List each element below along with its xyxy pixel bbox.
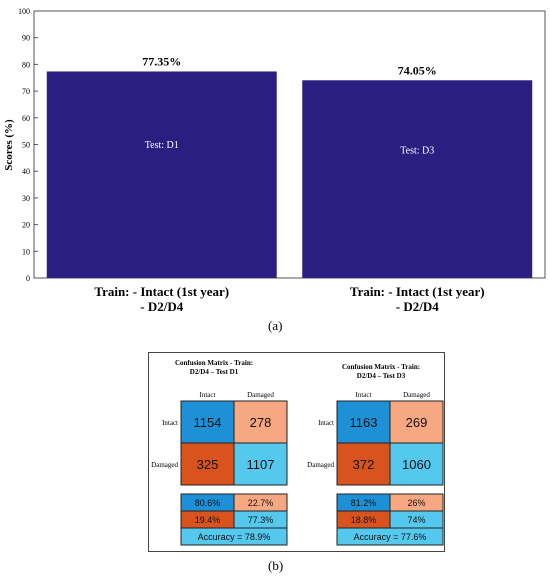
bar-inner-label: Test: D3 [400, 145, 434, 156]
figure-label-a: (a) [268, 318, 283, 333]
matrix-cell-value: 325 [197, 457, 219, 472]
column-header: Intact [200, 391, 216, 399]
row-header: Damaged [151, 461, 178, 469]
y-tick-label: 20 [22, 221, 30, 230]
accuracy-cell [336, 527, 444, 546]
percentage-value: 22.7% [248, 498, 274, 508]
y-tick-label: 40 [22, 167, 30, 176]
matrix-cell-value: 372 [353, 457, 375, 472]
accuracy-cell [180, 527, 288, 546]
matrix-cell [336, 400, 391, 444]
matrix-title: Confusion Matrix - Train: [175, 359, 253, 367]
percentage-value: 74% [407, 515, 425, 525]
bar [302, 80, 533, 278]
percentage-value: 26% [407, 498, 425, 508]
y-tick-label: 50 [22, 141, 30, 150]
column-header: Damaged [403, 391, 430, 399]
confusion-matrix: Confusion Matrix - Train:D2/D4 – Test D3… [307, 363, 444, 546]
x-tick-label: Train: - Intact (1st year) [94, 284, 229, 299]
percentage-value: 80.6% [195, 498, 221, 508]
y-tick-label: 80 [22, 60, 30, 69]
matrix-cell [389, 400, 444, 444]
matrix-title: D2/D4 – Test D3 [357, 372, 406, 380]
matrix-cell [233, 400, 288, 444]
bar-chart: 0 10 20 30 40 50 60 70 80 90 100 77.35% Test: D1 Tra… [3, 7, 546, 314]
matrix-cell [336, 442, 391, 486]
bar [46, 71, 277, 279]
figure-label-b: (b) [268, 558, 284, 573]
bars: 77.35% Test: D1 Train: - Intact (1st year)… [46, 54, 533, 314]
y-axis-ticks: 0 10 20 30 40 50 60 70 80 90 100 [18, 7, 38, 283]
matrix-cell-value: 1060 [402, 457, 431, 472]
y-tick-label: 100 [18, 7, 30, 16]
percentage-value: 19.4% [195, 515, 221, 525]
y-tick-label: 70 [22, 87, 30, 96]
bar-value-label: 77.35% [142, 54, 181, 68]
matrix-cell-value: 278 [250, 415, 272, 430]
confusion-matrix-panel: Confusion Matrix - Train: D2/D4 – Test D1… [148, 352, 445, 552]
y-tick-label: 60 [22, 114, 30, 123]
x-tick-label: Train: - Intact (1st year) [350, 284, 485, 299]
bar-inner-label: Test: D1 [145, 140, 179, 151]
y-tick-label: 10 [22, 247, 30, 256]
matrix-title: D2/D4 – Test D1 [190, 368, 239, 376]
y-tick-label: 90 [22, 34, 30, 43]
column-header: Intact [356, 391, 372, 399]
percentage-value: 77.3% [248, 515, 274, 525]
row-header: Intact [162, 419, 178, 427]
matrix-cell [180, 400, 235, 444]
bar-value-label: 74.05% [398, 63, 437, 77]
matrix-cell [180, 442, 235, 486]
matrix-cell-value: 269 [406, 415, 428, 430]
y-axis-label: Scores (%) [3, 119, 15, 171]
percentage-value: 18.8% [351, 515, 377, 525]
matrix-title: Confusion Matrix - Train: [342, 363, 420, 371]
matrix-cell [233, 442, 288, 486]
confusion-matrix-figure: Confusion Matrix - Train:D2/D4 – Test D1… [151, 359, 444, 546]
confusion-matrix: Confusion Matrix - Train:D2/D4 – Test D1… [151, 359, 288, 546]
matrix-cell-value: 1107 [247, 457, 275, 472]
x-tick-label: - D2/D4 [140, 299, 183, 314]
accuracy-label: Accuracy = 77.6% [354, 532, 427, 542]
y-tick-label: 30 [22, 194, 30, 203]
y-tick-label: 0 [26, 274, 30, 283]
matrix-cell-value: 1163 [350, 415, 378, 430]
matrix-cell-value: 1154 [194, 415, 222, 430]
row-header: Damaged [307, 461, 334, 469]
matrix-cell [389, 442, 444, 486]
x-tick-label: - D2/D4 [396, 299, 439, 314]
percentage-value: 81.2% [351, 498, 377, 508]
accuracy-label: Accuracy = 78.9% [198, 532, 271, 542]
row-header: Intact [318, 419, 334, 427]
column-header: Damaged [247, 391, 274, 399]
